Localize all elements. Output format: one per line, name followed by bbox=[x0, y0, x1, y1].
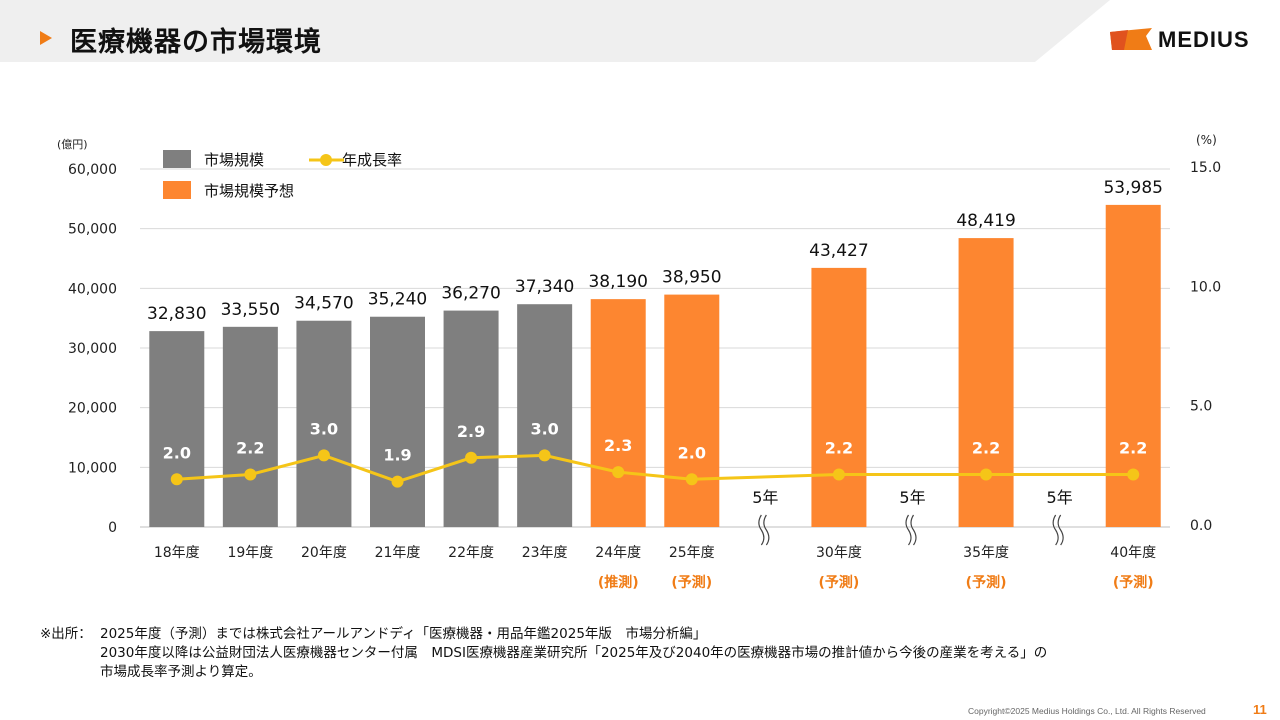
growth-label: 2.0 bbox=[163, 443, 191, 462]
bar-value-label: 36,270 bbox=[441, 284, 500, 304]
y2-tick-label: 0.0 bbox=[1190, 518, 1212, 534]
growth-label: 2.2 bbox=[236, 438, 264, 457]
legend-swatch-actual bbox=[163, 150, 191, 168]
brand-name: MEDIUS bbox=[1158, 27, 1250, 52]
bar bbox=[222, 326, 278, 527]
growth-point bbox=[1127, 468, 1140, 481]
y2-axis-unit: (%) bbox=[1196, 133, 1217, 147]
bar bbox=[811, 267, 867, 527]
bar-value-label: 48,419 bbox=[956, 211, 1015, 231]
growth-label: 1.9 bbox=[383, 446, 411, 465]
source-label: ※出所： bbox=[40, 626, 92, 642]
source-line-3: 市場成長率予測より算定。 bbox=[100, 664, 262, 680]
y-tick-label: 30,000 bbox=[68, 341, 117, 357]
growth-point bbox=[612, 466, 625, 479]
y-tick-label: 50,000 bbox=[68, 222, 117, 238]
growth-label: 2.2 bbox=[1119, 438, 1147, 457]
header-band bbox=[0, 0, 1110, 62]
growth-point bbox=[980, 468, 993, 481]
bar bbox=[296, 320, 352, 527]
growth-point bbox=[391, 475, 404, 488]
y-tick-label: 20,000 bbox=[68, 401, 117, 417]
page-number: 11 bbox=[1253, 702, 1267, 717]
growth-label: 2.9 bbox=[457, 422, 485, 441]
growth-point bbox=[317, 449, 330, 462]
y2-tick-label: 15.0 bbox=[1190, 160, 1221, 176]
axis-break-icon bbox=[758, 514, 770, 546]
legend-label-forecast: 市場規模予想 bbox=[204, 182, 294, 200]
bar-value-label: 34,570 bbox=[294, 294, 353, 314]
x-tick-label: 22年度 bbox=[448, 545, 494, 561]
y-tick-label: 10,000 bbox=[68, 460, 117, 476]
axis-break-icon bbox=[905, 514, 917, 546]
forecast-note: (予測) bbox=[671, 574, 712, 591]
source-line-2: 2030年度以降は公益財団法人医療機器センター付属 MDSI医療機器産業研究所「… bbox=[100, 645, 1048, 661]
bar bbox=[370, 316, 425, 527]
growth-point bbox=[832, 468, 845, 481]
bar-value-label: 32,830 bbox=[147, 304, 206, 324]
bar bbox=[664, 294, 720, 527]
axis-break-icon bbox=[1052, 514, 1064, 546]
forecast-note: (予測) bbox=[1113, 574, 1154, 591]
source-line-1: 2025年度（予測）までは株式会社アールアンドディ「医療機器・用品年鑑2025年… bbox=[100, 626, 707, 642]
bar-value-label: 33,550 bbox=[221, 300, 280, 320]
gap-label: 5年 bbox=[1047, 488, 1073, 507]
medius-logo-icon bbox=[1110, 28, 1152, 50]
bar-value-label: 38,190 bbox=[588, 272, 647, 292]
y-tick-label: 0 bbox=[108, 520, 117, 536]
growth-label: 2.0 bbox=[678, 443, 706, 462]
growth-point bbox=[465, 451, 478, 464]
x-tick-label: 40年度 bbox=[1110, 545, 1156, 561]
bar bbox=[149, 331, 205, 527]
bar-value-label: 38,950 bbox=[662, 268, 721, 288]
y2-tick-label: 10.0 bbox=[1190, 279, 1221, 295]
legend-marker-growth bbox=[320, 154, 332, 166]
bar-value-label: 53,985 bbox=[1103, 178, 1162, 198]
legend-swatch-forecast bbox=[163, 181, 191, 199]
gap-label: 5年 bbox=[752, 488, 778, 507]
y-tick-label: 60,000 bbox=[68, 162, 117, 178]
x-tick-label: 19年度 bbox=[227, 545, 273, 561]
page-title: 医療機器の市場環境 bbox=[70, 27, 322, 58]
y2-tick-label: 5.0 bbox=[1190, 399, 1212, 415]
bar-value-label: 43,427 bbox=[809, 241, 868, 261]
x-tick-label: 21年度 bbox=[375, 545, 421, 561]
bar bbox=[517, 304, 573, 527]
market-chart: 0 10,000 20,000 30,000 40,000 50,000 60,000 0.0… bbox=[57, 133, 1221, 591]
x-tick-label: 23年度 bbox=[522, 545, 568, 561]
bar bbox=[590, 299, 646, 527]
x-tick-label: 24年度 bbox=[595, 545, 641, 561]
forecast-note: (予測) bbox=[819, 574, 860, 591]
growth-point bbox=[170, 473, 183, 486]
x-tick-label: 35年度 bbox=[963, 545, 1009, 561]
growth-label: 2.2 bbox=[972, 438, 1000, 457]
source-note: ※出所： 2025年度（予測）までは株式会社アールアンドディ「医療機器・用品年鑑… bbox=[40, 625, 1047, 682]
growth-point bbox=[244, 468, 257, 481]
forecast-note: (推測) bbox=[598, 574, 639, 591]
copyright: Copyright©2025 Medius Holdings Co., Ltd.… bbox=[968, 706, 1206, 716]
x-tick-label: 20年度 bbox=[301, 545, 347, 561]
bar-value-label: 37,340 bbox=[515, 277, 574, 297]
gap-label: 5年 bbox=[899, 488, 925, 507]
growth-label: 3.0 bbox=[310, 419, 338, 438]
title-arrow-icon bbox=[40, 31, 52, 45]
growth-label: 2.2 bbox=[825, 438, 853, 457]
forecast-note: (予測) bbox=[966, 574, 1007, 591]
x-tick-label: 25年度 bbox=[669, 545, 715, 561]
bar bbox=[958, 238, 1014, 527]
x-tick-label: 30年度 bbox=[816, 545, 862, 561]
legend-label-growth: 年成長率 bbox=[342, 151, 402, 169]
growth-label: 2.3 bbox=[604, 436, 632, 455]
growth-label: 3.0 bbox=[530, 419, 558, 438]
bar bbox=[443, 310, 499, 527]
bar-value-label: 35,240 bbox=[368, 290, 427, 310]
legend-label-actual: 市場規模 bbox=[204, 151, 264, 169]
y-axis-unit: (億円) bbox=[57, 138, 88, 151]
growth-point bbox=[538, 449, 551, 462]
y-tick-label: 40,000 bbox=[68, 281, 117, 297]
growth-point bbox=[685, 473, 698, 486]
x-tick-label: 18年度 bbox=[154, 545, 200, 561]
